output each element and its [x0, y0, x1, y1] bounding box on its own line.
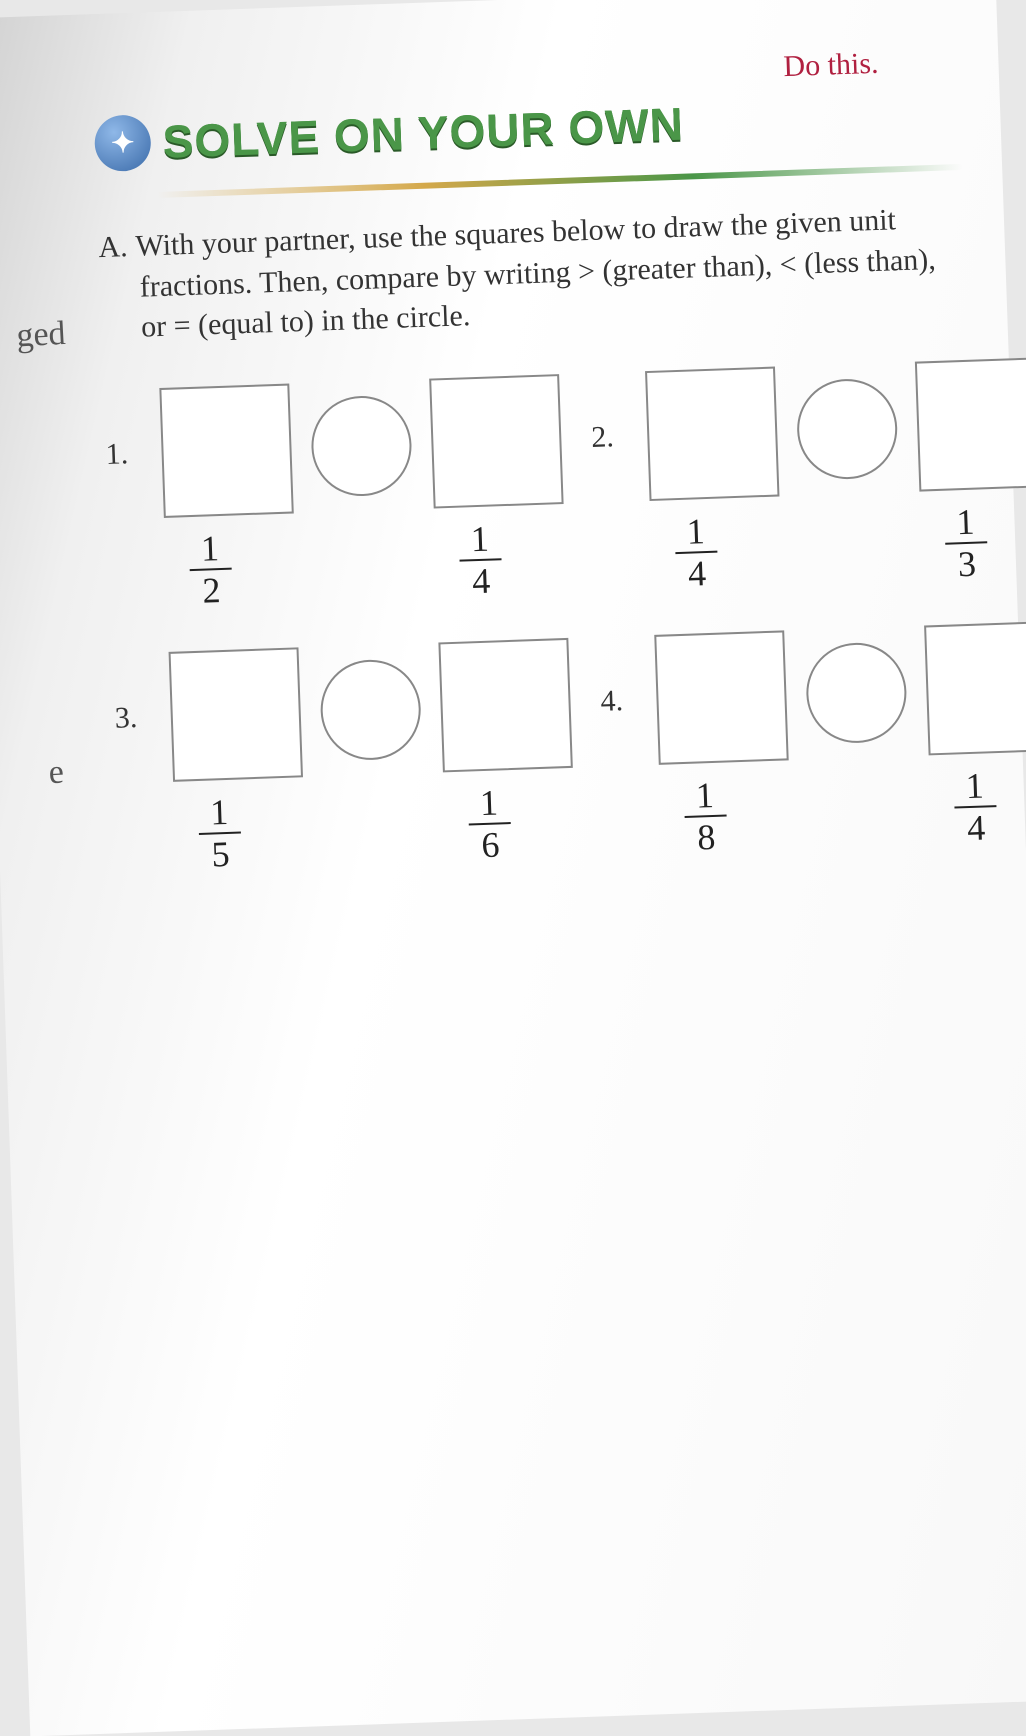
numerator: 1: [680, 510, 711, 551]
comparison-circle: [319, 658, 422, 761]
comparison-circle: [805, 641, 908, 744]
problem-1: 1. 1 2 1 4: [103, 374, 567, 614]
fraction-left: 1 4: [630, 509, 763, 595]
denominator: 3: [951, 543, 982, 584]
denominator: 4: [960, 807, 991, 848]
margin-word-1: ged: [16, 315, 67, 356]
denominator: 2: [196, 569, 227, 610]
problem-4: 4. 1 8 1 4: [598, 620, 1026, 860]
spacer: [781, 545, 881, 548]
banner-icon: ✦: [94, 114, 152, 172]
denominator: 4: [681, 552, 712, 593]
problem-number: 2.: [591, 419, 628, 454]
numerator: 1: [203, 791, 234, 832]
numerator: 1: [194, 527, 225, 568]
problem-2: 2. 1 4 1 3: [589, 357, 1026, 597]
numerator: 1: [464, 518, 495, 559]
problem-number: 1.: [105, 436, 142, 471]
instructions-text: With your partner, use the squares below…: [135, 203, 936, 343]
numerator: 1: [959, 765, 990, 806]
problem-number: 4.: [600, 683, 637, 718]
fraction-square-left: [169, 647, 303, 781]
fraction-square-right: [438, 637, 572, 771]
fraction-square-right: [429, 374, 563, 508]
fraction-square-left: [159, 383, 293, 517]
fraction-right: 1 3: [900, 499, 1026, 585]
spacer: [305, 826, 405, 829]
numerator: 1: [473, 782, 504, 823]
problems-grid: 1. 1 2 1 4 2.: [103, 359, 986, 877]
denominator: 6: [475, 824, 506, 865]
fraction-left: 1 8: [639, 773, 772, 859]
fraction-square-left: [645, 366, 779, 500]
fraction-left: 1 5: [153, 789, 286, 875]
fraction-square-right: [915, 357, 1026, 491]
fraction-right: 1 4: [909, 763, 1026, 849]
margin-word-2: e: [48, 754, 65, 793]
denominator: 4: [466, 560, 497, 601]
fraction-left: 1 2: [144, 526, 277, 612]
comparison-circle: [310, 394, 413, 497]
numerator: 1: [950, 501, 981, 542]
denominator: 8: [691, 816, 722, 857]
banner-title: SOLVE ON YOUR OWN: [162, 97, 685, 169]
section-letter: A.: [98, 230, 128, 264]
instructions: A.With your partner, use the squares bel…: [98, 198, 968, 350]
spacer: [296, 562, 396, 565]
spacer: [791, 809, 891, 812]
problem-3: 3. 1 5 1 6: [113, 637, 577, 877]
numerator: 1: [689, 774, 720, 815]
denominator: 5: [205, 833, 236, 874]
fraction-square-right: [924, 620, 1026, 754]
fraction-square-left: [654, 630, 788, 764]
fraction-right: 1 6: [423, 780, 556, 866]
banner-underline: [156, 164, 962, 198]
page: ged e Do this. ✦ SOLVE ON YOUR OWN A.Wit…: [0, 0, 1026, 1736]
fraction-right: 1 4: [414, 516, 547, 602]
comparison-circle: [795, 377, 898, 480]
problem-number: 3.: [114, 700, 151, 735]
